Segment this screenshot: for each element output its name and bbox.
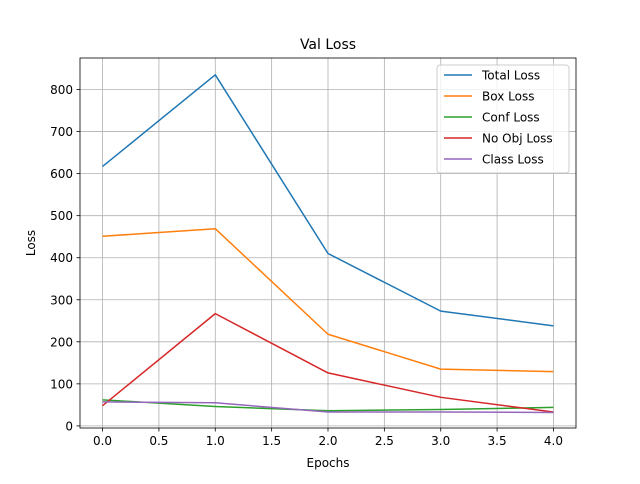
series-line-total-loss	[102, 74, 554, 327]
y-tick-label: 600	[50, 167, 73, 181]
series-lines	[102, 74, 554, 414]
x-tick-label: 3.5	[488, 434, 507, 448]
legend: Total Loss Box Loss Conf Loss No Obj Loss Cl…	[436, 64, 570, 174]
x-axis-label: Epochs	[307, 456, 350, 470]
x-tick-label: 1.5	[262, 434, 281, 448]
legend-label-conf-loss: Conf Loss	[482, 111, 540, 125]
x-axis-ticks: 0.0 0.5 1.0 1.5 2.0 2.5 3.0 3.5 4.0	[93, 428, 563, 448]
y-tick-label: 400	[50, 251, 73, 265]
x-tick-label: 2.0	[318, 434, 337, 448]
legend-label-no-obj-loss: No Obj Loss	[482, 132, 553, 146]
legend-label-box-loss: Box Loss	[482, 90, 534, 104]
x-tick-label: 1.0	[206, 434, 225, 448]
y-tick-label: 200	[50, 335, 73, 349]
y-tick-label: 500	[50, 209, 73, 223]
y-axis-ticks: 0 100 200 300 400 500 600 700 800	[50, 83, 80, 433]
x-tick-label: 2.5	[375, 434, 394, 448]
x-tick-label: 4.0	[544, 434, 563, 448]
y-tick-label: 300	[50, 293, 73, 307]
y-axis-label: Loss	[24, 230, 38, 256]
series-line-no-obj-loss	[102, 312, 554, 413]
x-tick-label: 0.0	[93, 434, 112, 448]
legend-label-total-loss: Total Loss	[481, 69, 540, 83]
chart-title: Val Loss	[300, 37, 356, 53]
series-line-box-loss	[102, 227, 554, 373]
legend-frame	[436, 64, 570, 174]
y-tick-label: 100	[50, 377, 73, 391]
y-tick-label: 700	[50, 125, 73, 139]
x-tick-label: 3.0	[431, 434, 450, 448]
series-line-class-loss	[102, 401, 554, 414]
y-tick-label: 0	[65, 419, 73, 433]
legend-label-class-loss: Class Loss	[482, 153, 544, 167]
series-line-conf-loss	[102, 399, 554, 412]
x-tick-label: 0.5	[149, 434, 168, 448]
y-tick-label: 800	[50, 83, 73, 97]
